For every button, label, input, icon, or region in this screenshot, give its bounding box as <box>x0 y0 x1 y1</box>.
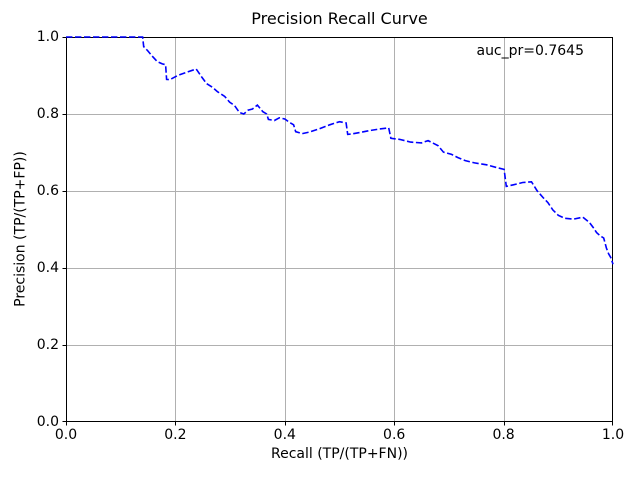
auc-annotation: auc_pr=0.7645 <box>476 43 584 59</box>
plot-area <box>62 36 614 426</box>
x-tick-label: 0.6 <box>383 427 406 443</box>
axes-frame <box>66 37 613 422</box>
x-tick-label: 0.4 <box>273 427 296 443</box>
gridlines <box>66 37 613 422</box>
x-tick-label: 1.0 <box>601 427 625 443</box>
y-tick-label: 0.6 <box>36 183 59 199</box>
x-axis-label: Recall (TP/(TP+FN)) <box>270 446 409 462</box>
y-tick-label: 1.0 <box>36 29 59 45</box>
x-tick-label: 0.0 <box>54 427 78 443</box>
y-axis-label: Precision (TP/(TP+FP)) <box>12 151 29 307</box>
x-tick-label: 0.8 <box>492 427 515 443</box>
y-tick-label: 0.4 <box>36 260 59 276</box>
y-tick-label: 0.0 <box>36 414 59 430</box>
pr-curve <box>66 36 614 265</box>
axis-ticks <box>62 37 613 426</box>
chart-title: Precision Recall Curve <box>251 9 428 28</box>
y-tick-label: 0.2 <box>36 337 59 353</box>
plot-svg <box>62 36 614 426</box>
y-tick-label: 0.8 <box>36 106 59 122</box>
x-tick-label: 0.2 <box>164 427 187 443</box>
